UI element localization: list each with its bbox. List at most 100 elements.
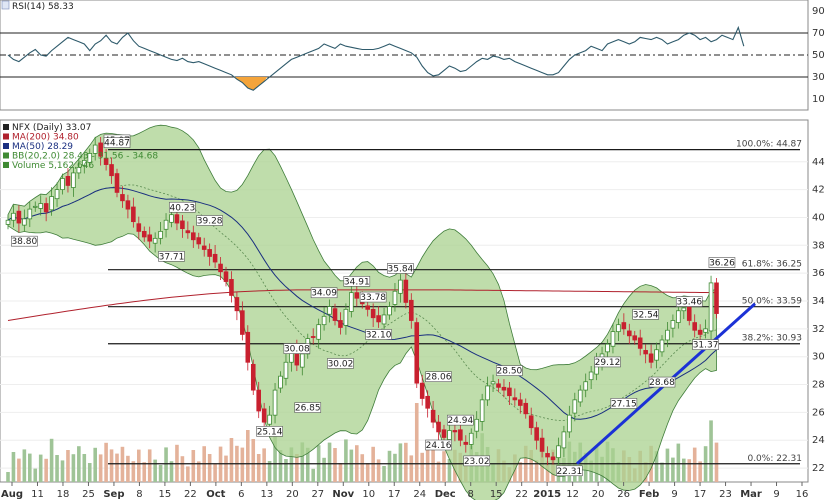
volume-bar [436, 461, 441, 482]
candle-body [158, 230, 163, 239]
candle-body [141, 230, 147, 238]
candle-body [338, 320, 343, 328]
candle-body [534, 427, 539, 441]
x-tick-label: 27 [311, 489, 324, 500]
price-label: 36.26 [709, 259, 735, 269]
volume-bar [256, 454, 261, 482]
x-tick-label: 8 [136, 489, 142, 500]
candle-body [261, 408, 267, 423]
volume-bar [409, 455, 414, 482]
candle-body [272, 389, 278, 416]
volume-bar [71, 454, 76, 482]
candle-body [436, 421, 441, 433]
price-y-tick-label: 34 [812, 296, 825, 307]
x-tick-label: 10 [362, 489, 375, 500]
price-y-tick-label: 32 [812, 324, 825, 335]
x-tick-label: 25 [82, 489, 95, 500]
candle-body [637, 337, 643, 349]
candle-body [32, 205, 38, 208]
fibonacci-label: 0.0%: 22.31 [747, 454, 802, 464]
candle-body [22, 218, 27, 226]
candle-body [201, 245, 207, 250]
price-label: 39.28 [197, 216, 223, 226]
volume-bar [28, 453, 32, 482]
volume-bar [262, 448, 266, 482]
candle-body [349, 292, 354, 312]
x-axis: Aug 11 18 25 Sep 8 15 22 Oct 6 13 20 27 Nov 10 17 24 Dec 8… [1, 482, 808, 500]
volume-bar [311, 468, 315, 482]
candle-body [49, 196, 54, 211]
volume-bar [180, 456, 185, 482]
fibonacci-label: 100.0%: 44.87 [736, 140, 802, 150]
x-tick-label: 6 [238, 489, 244, 500]
candle-body [174, 214, 180, 224]
candle-body [343, 308, 349, 326]
price-y-tick-label: 42 [812, 185, 825, 196]
candle-body [240, 310, 245, 335]
price-label-box [327, 358, 354, 369]
volume-bar [207, 454, 212, 482]
price-label: 28.06 [426, 373, 452, 383]
price-label: 28.68 [649, 378, 675, 388]
x-tick-label: 17 [388, 489, 401, 500]
volume-bar [442, 451, 446, 482]
volume-bar [338, 463, 343, 482]
volume-bar [333, 448, 337, 482]
candle-body [425, 395, 430, 409]
candle-body [708, 282, 714, 332]
candle-body [332, 308, 338, 321]
volume-bar [164, 447, 168, 482]
candle-body [76, 166, 82, 174]
volume-bar [671, 457, 675, 482]
x-tick-label: 22 [515, 489, 528, 500]
candle-body [43, 203, 49, 213]
candle-body [365, 305, 370, 310]
candle-body [681, 307, 687, 312]
candle-body [496, 383, 501, 388]
volume-bar [289, 447, 294, 482]
chart-toggle-icon[interactable] [1, 0, 10, 10]
candle-body [387, 306, 392, 316]
candle-body [136, 223, 142, 232]
price-label: 22.31 [556, 467, 582, 477]
rsi-title: RSI(14) 58.33 [12, 2, 74, 12]
price-y-tick-label: 24 [812, 435, 825, 446]
price-label-box [359, 291, 387, 303]
x-tick-label: Sep [103, 489, 124, 500]
candle-body [463, 441, 469, 445]
volume-bar [305, 447, 310, 482]
candle-body [441, 429, 447, 438]
volume-bar [131, 461, 136, 482]
volume-bar [404, 442, 408, 482]
candle-body [485, 385, 490, 401]
candle-body [327, 306, 332, 315]
volume-bar [224, 455, 228, 482]
candle-body [556, 445, 561, 459]
price-label-box [103, 137, 131, 148]
x-tick-label: 17 [694, 489, 707, 500]
x-tick-label: 18 [57, 489, 70, 500]
candle-body [550, 456, 556, 461]
volume-bar [676, 443, 681, 482]
volume-bar [714, 442, 719, 482]
legend-label: Volume 5,162,646 [12, 161, 94, 171]
candle-body [392, 290, 398, 305]
candle-body [229, 279, 234, 296]
price-label: 27.15 [611, 399, 637, 409]
volume-bar [213, 464, 217, 482]
candle-body [588, 371, 594, 381]
legend-label: NFX (Daily) 33.07 [12, 123, 91, 133]
volume-bar [98, 454, 103, 482]
candle-body [109, 164, 114, 177]
candle-body [458, 429, 463, 441]
rsi-y-tick-label: 90 [812, 6, 825, 17]
candle-body [714, 282, 719, 314]
legend-swatch [3, 143, 9, 149]
candle-body [408, 299, 414, 321]
candle-body [212, 253, 218, 263]
price-panel: 100.0%: 44.87 61.8%: 36.25 50.0%: 33.59 38.… [0, 119, 825, 500]
candle-body [125, 200, 131, 210]
volume-bar [6, 472, 10, 482]
volume-bar [49, 438, 54, 482]
